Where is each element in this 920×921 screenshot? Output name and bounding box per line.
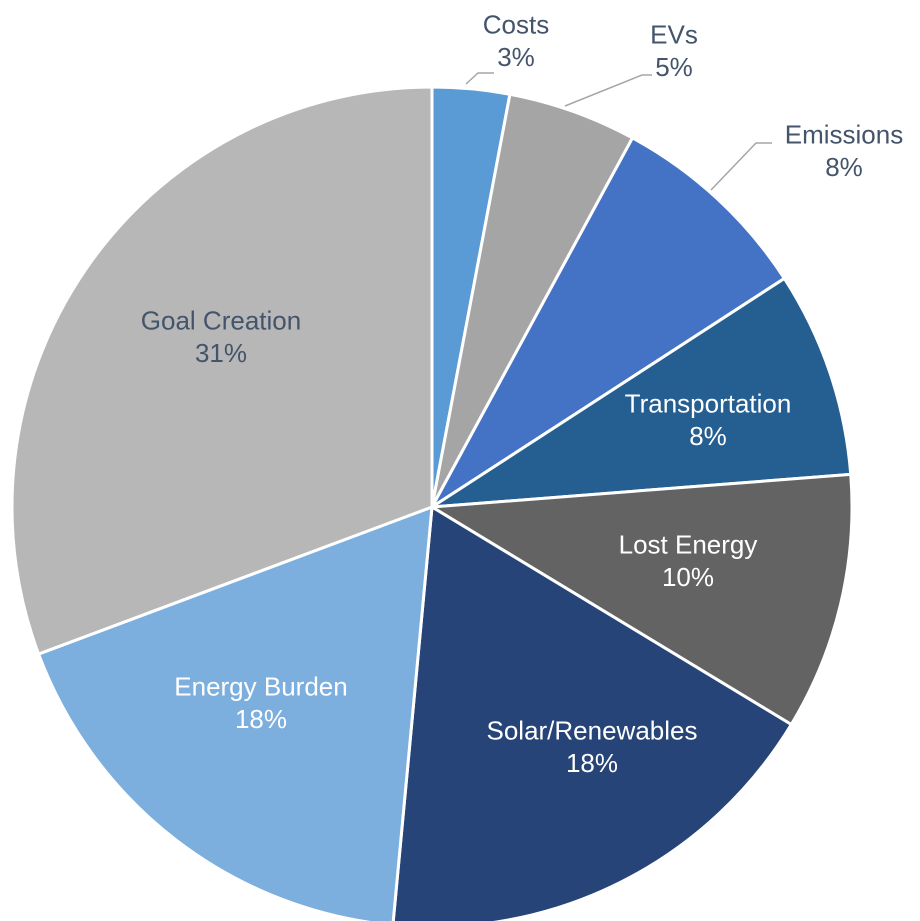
pie-slice-solar-renewables xyxy=(391,504,794,921)
data-label-goal-creation: Goal Creation 31% xyxy=(141,305,301,368)
data-label-lost-energy: Lost Energy 10% xyxy=(619,529,758,592)
data-label-emissions: Emissions 8% xyxy=(785,119,903,182)
data-label-costs: Costs 3% xyxy=(483,9,549,72)
pie-slice-transportation xyxy=(431,276,853,509)
leader-lines xyxy=(465,72,772,191)
data-label-energy-burden: Energy Burden 18% xyxy=(174,671,347,734)
leader-line-evs xyxy=(564,74,652,107)
data-label-evs: EVs 5% xyxy=(650,19,698,82)
leader-line-costs xyxy=(465,72,494,85)
pie-slices xyxy=(10,85,854,921)
pie-slice-emissions xyxy=(430,135,787,509)
slice-labels: Costs 3% EVs 5% Emissions 8% Transportation 8% L… xyxy=(141,9,903,778)
data-label-solar-renewables: Solar/Renewables 18% xyxy=(486,715,697,778)
data-label-transportation: Transportation 8% xyxy=(625,388,792,451)
leader-line-emissions xyxy=(710,142,772,191)
pie-slice-energy-burden xyxy=(36,504,434,921)
pie-slice-lost-energy xyxy=(427,472,854,727)
pie-slice-goal-creation xyxy=(10,85,434,656)
